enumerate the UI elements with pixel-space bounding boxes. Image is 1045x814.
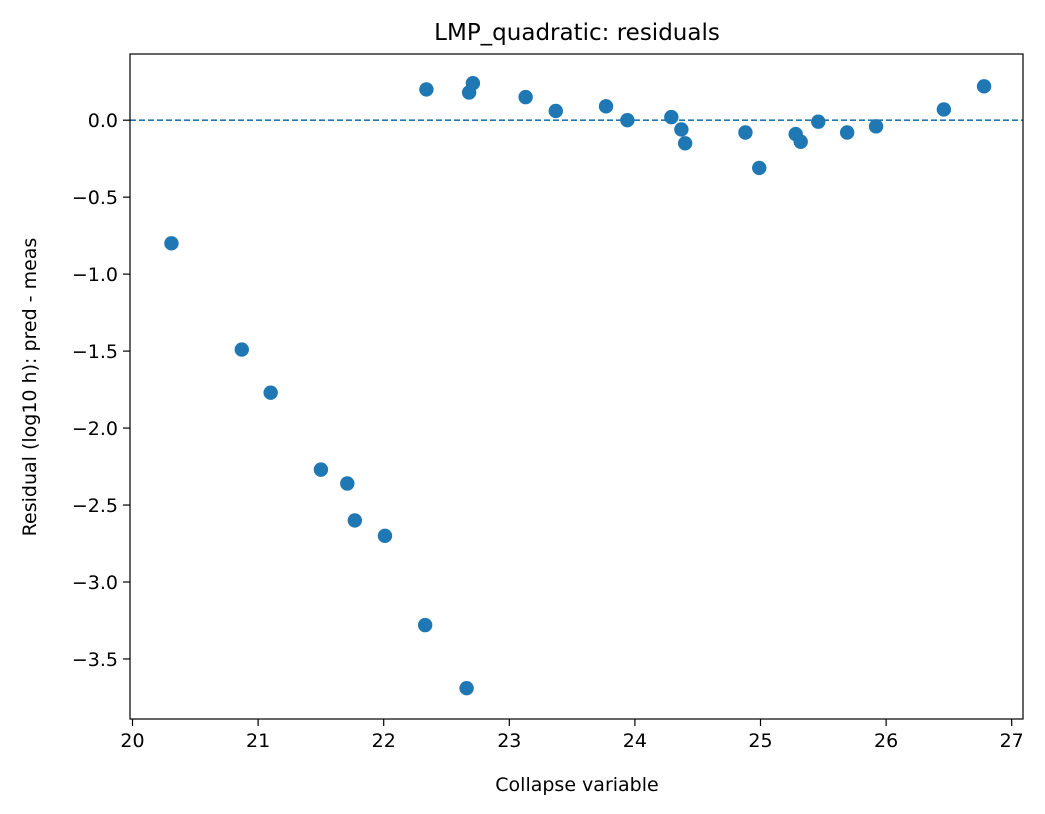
y-axis-label: Residual (log10 h): pred - meas xyxy=(19,238,41,537)
plot-frame xyxy=(129,53,1024,720)
data-point xyxy=(417,617,433,633)
data-point xyxy=(419,82,434,97)
data-point xyxy=(164,236,179,251)
data-point xyxy=(340,476,355,491)
data-point xyxy=(811,114,826,129)
data-point xyxy=(738,125,753,140)
data-point xyxy=(793,134,808,149)
data-point xyxy=(936,102,952,117)
data-point xyxy=(465,76,481,91)
y-tick-label: −3.5 xyxy=(72,649,118,671)
data-point xyxy=(518,89,533,105)
x-tick-label: 24 xyxy=(623,730,647,752)
data-point xyxy=(674,122,689,137)
data-point xyxy=(664,109,679,125)
y-tick-label: −0.5 xyxy=(72,187,118,209)
y-tick-label: −2.5 xyxy=(72,495,118,517)
data-point xyxy=(263,385,278,400)
x-tick-label: 21 xyxy=(246,730,270,752)
data-point xyxy=(839,125,855,140)
x-tick-label: 27 xyxy=(1000,730,1024,752)
x-tick-label: 25 xyxy=(748,730,772,752)
y-tick-label: −1.5 xyxy=(72,341,118,363)
y-axis-ticks: 0.0 −0.5 −1.0 −1.5 −2.0 −2.5 −3.0 −3.5 xyxy=(72,110,130,671)
y-tick-label: −3.0 xyxy=(72,572,118,594)
y-tick-label: −1.0 xyxy=(72,264,118,286)
x-tick-label: 20 xyxy=(120,730,144,752)
data-point xyxy=(752,160,767,176)
x-tick-label: 26 xyxy=(874,730,898,752)
data-point xyxy=(377,528,393,544)
x-tick-label: 22 xyxy=(372,730,396,752)
data-point xyxy=(313,462,329,477)
data-point xyxy=(677,136,693,151)
y-tick-label: −2.0 xyxy=(72,418,118,440)
data-point xyxy=(347,513,363,528)
chart-title: LMP_quadratic: residuals xyxy=(434,20,720,46)
y-tick-label: 0.0 xyxy=(88,110,118,132)
data-point xyxy=(868,119,884,134)
x-axis-label: Collapse variable xyxy=(495,774,658,796)
data-point xyxy=(459,681,474,696)
x-tick-label: 23 xyxy=(497,730,521,752)
x-axis-ticks: 20 21 22 23 24 25 26 27 xyxy=(120,719,1024,752)
data-point xyxy=(234,342,249,357)
data-point xyxy=(976,79,992,94)
data-point xyxy=(548,103,563,119)
data-points xyxy=(164,76,992,696)
data-point xyxy=(598,99,614,114)
data-point xyxy=(620,112,635,128)
